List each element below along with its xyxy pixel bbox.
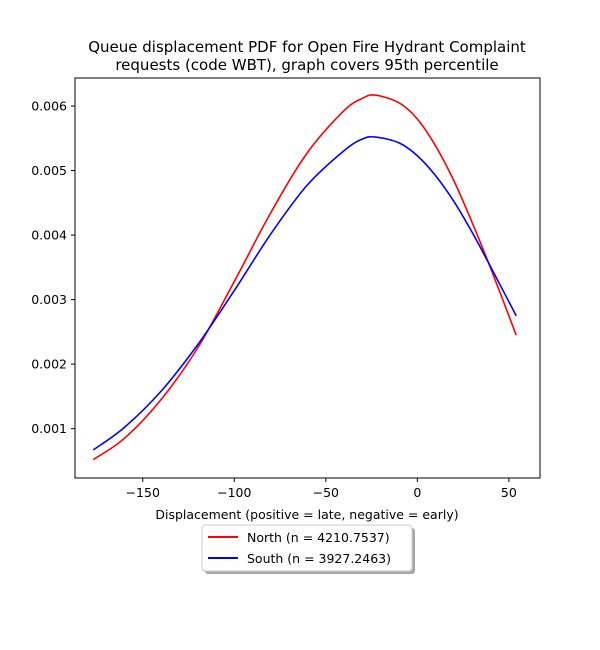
y-tick-label: 0.004 [31, 228, 67, 243]
x-tick-label: 0 [413, 485, 421, 500]
y-tick-label: 0.005 [31, 163, 67, 178]
plot-frame [74, 77, 541, 479]
x-tick-label: −100 [217, 485, 251, 500]
series-line-north [92, 94, 517, 461]
x-tick-label: −50 [313, 485, 339, 500]
legend-box [201, 524, 413, 572]
series-lines [92, 94, 517, 461]
series-line-south [92, 135, 517, 451]
plot-area [75, 78, 540, 478]
legend-label-south: South (n = 3927.2463) [247, 551, 391, 566]
x-tick-label: 50 [501, 485, 517, 500]
chart-title-line-2: requests (code WBT), graph covers 95th p… [115, 56, 498, 74]
y-tick-label: 0.002 [31, 357, 67, 372]
legend-label-north: North (n = 4210.7537) [247, 530, 390, 545]
x-axis-ticks: −150 −100 −50 0 50 [126, 478, 517, 500]
chart-title-line-1: Queue displacement PDF for Open Fire Hyd… [88, 38, 526, 56]
y-tick-label: 0.003 [31, 292, 67, 307]
y-axis-ticks: 0.001 0.002 0.003 0.004 0.005 0.006 [31, 99, 75, 436]
x-tick-label: −150 [126, 485, 160, 500]
y-tick-label: 0.001 [31, 421, 67, 436]
y-tick-label: 0.006 [31, 99, 67, 114]
x-axis-label: Displacement (positive = late, negative … [155, 507, 458, 522]
legend: North (n = 4210.7537) South (n = 3927.24… [201, 524, 415, 574]
